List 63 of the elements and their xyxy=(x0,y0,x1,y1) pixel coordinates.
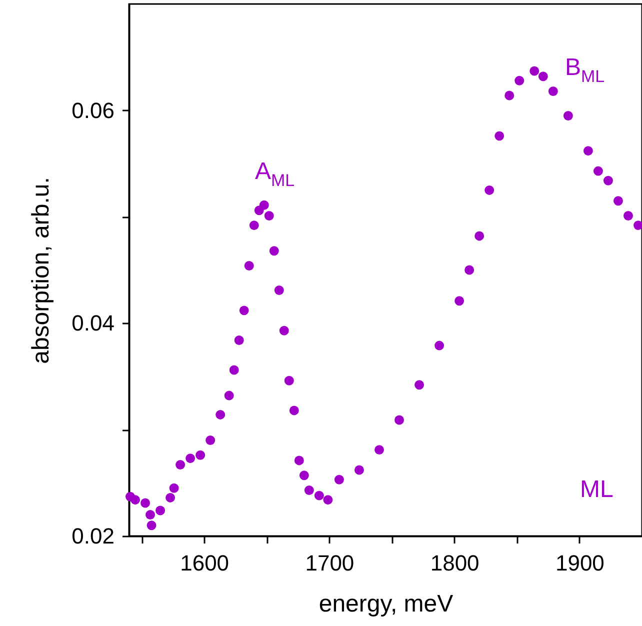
point xyxy=(186,454,196,464)
x-tick-label: 1800 xyxy=(430,550,480,576)
point xyxy=(593,166,603,176)
point xyxy=(244,261,254,270)
x-tick-label: 1900 xyxy=(555,550,604,576)
point xyxy=(284,376,294,386)
point xyxy=(166,492,176,502)
point xyxy=(374,445,384,455)
point xyxy=(249,220,259,230)
point xyxy=(323,495,333,505)
point xyxy=(314,490,324,500)
point xyxy=(504,90,514,100)
point xyxy=(234,335,244,345)
point xyxy=(239,306,249,316)
point xyxy=(583,146,593,156)
point xyxy=(414,380,424,390)
x-axis-title: energy, meV xyxy=(318,590,454,618)
x-tick-label: 1700 xyxy=(305,550,354,576)
point xyxy=(603,176,613,186)
x-tick-label: 1600 xyxy=(180,550,230,576)
point xyxy=(289,406,299,416)
point xyxy=(299,470,309,480)
point xyxy=(229,365,239,375)
point xyxy=(259,200,269,210)
point xyxy=(613,196,623,206)
point xyxy=(334,474,344,484)
point xyxy=(264,211,274,220)
y-tick-label: 0.04 xyxy=(72,310,114,336)
point xyxy=(140,498,150,508)
point xyxy=(514,76,524,86)
point xyxy=(206,436,216,445)
point xyxy=(216,410,226,420)
point xyxy=(434,340,444,350)
point xyxy=(156,506,166,516)
point xyxy=(634,220,642,230)
y-tick-label: 0.02 xyxy=(72,524,114,548)
point xyxy=(354,465,364,475)
point xyxy=(538,72,548,82)
point xyxy=(269,246,279,256)
point xyxy=(130,495,140,505)
point xyxy=(464,265,474,275)
point xyxy=(563,110,573,120)
point xyxy=(274,285,284,295)
point xyxy=(146,520,156,530)
point xyxy=(484,185,494,195)
annotation: ML xyxy=(580,476,614,503)
point xyxy=(474,231,484,241)
point xyxy=(494,131,504,141)
point xyxy=(176,460,186,470)
point xyxy=(294,456,304,466)
point xyxy=(548,86,558,96)
point xyxy=(623,211,633,220)
point xyxy=(169,483,179,493)
point xyxy=(224,390,234,400)
y-tick-label: 0.06 xyxy=(72,98,114,123)
point xyxy=(530,66,540,76)
point xyxy=(196,450,206,460)
point xyxy=(454,296,464,306)
point xyxy=(279,326,289,336)
point xyxy=(394,415,404,425)
point xyxy=(304,486,314,495)
y-axis-title: absorption, arb.u. xyxy=(28,177,55,364)
point xyxy=(146,510,156,520)
